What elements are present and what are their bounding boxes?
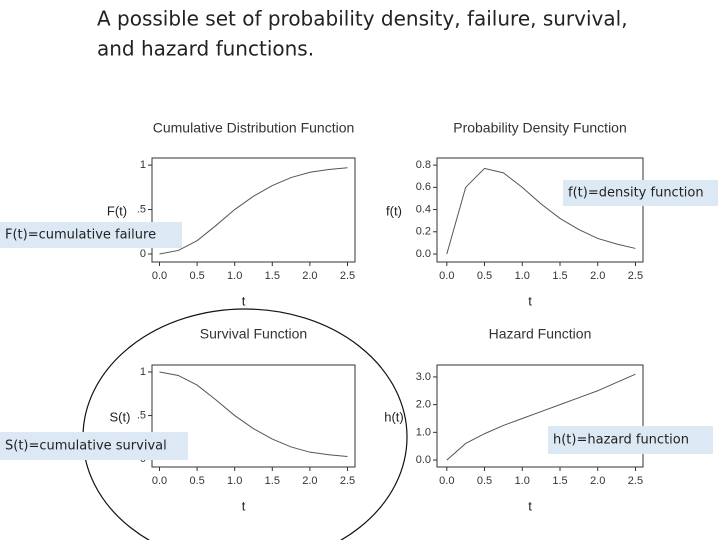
x-tick-label: 1.0 [515, 475, 530, 487]
x-tick-label: 1.5 [552, 270, 567, 282]
x-tick-label: 1.0 [515, 270, 530, 282]
y-tick-label: 0.2 [416, 226, 431, 238]
x-tick-label: 2.5 [628, 270, 643, 282]
x-tick-label: 2.5 [340, 270, 355, 282]
slide-title: and hazard functions. [97, 37, 314, 61]
chart-title: Probability Density Function [453, 120, 627, 136]
x-axis-label: t [528, 293, 532, 308]
x-tick-label: 0.5 [477, 270, 492, 282]
curve [446, 373, 636, 461]
y-tick-label: 1.0 [416, 426, 431, 438]
y-axis-label: F(t) [107, 203, 127, 218]
x-tick-label: 0.5 [189, 475, 204, 487]
chart-title: Cumulative Distribution Function [153, 120, 355, 136]
x-tick-label: 1.5 [265, 270, 280, 282]
y-tick-label: 0.8 [416, 159, 431, 171]
y-tick-label: 0.0 [416, 248, 431, 260]
callout-box [548, 426, 713, 454]
curve [446, 167, 636, 255]
y-tick-label: 2.0 [416, 399, 431, 411]
x-tick-label: 0.5 [477, 475, 492, 487]
y-axis-label: h(t) [384, 409, 404, 424]
x-tick-label: 2.0 [590, 270, 605, 282]
curve [159, 371, 348, 458]
callout-text: S(t)=cumulative survival [5, 439, 167, 454]
x-tick-label: 1.5 [265, 475, 280, 487]
curve [159, 167, 348, 255]
x-tick-label: 0.0 [152, 475, 167, 487]
y-tick-label: 0.0 [416, 454, 431, 466]
x-tick-label: 2.0 [590, 475, 605, 487]
callout-text: F(t)=cumulative failure [5, 228, 156, 243]
y-tick-label: .5 [137, 203, 146, 215]
y-tick-label: 3.0 [416, 371, 431, 383]
x-tick-label: 0.5 [189, 270, 204, 282]
x-axis-label: t [242, 293, 246, 308]
plot-frame [436, 157, 644, 263]
slide-title: A possible set of probability density, f… [97, 7, 628, 31]
x-tick-label: 2.5 [340, 475, 355, 487]
plot-frame [436, 364, 644, 468]
x-tick-label: 0.0 [439, 475, 454, 487]
chart-title: Hazard Function [489, 326, 592, 342]
chart-title: Survival Function [200, 326, 307, 342]
callout-text: h(t)=hazard function [553, 433, 689, 448]
x-tick-label: 1.0 [227, 475, 242, 487]
x-tick-label: 1.0 [227, 270, 242, 282]
x-tick-label: 0.0 [439, 270, 454, 282]
x-axis-label: t [242, 498, 246, 513]
y-tick-label: 0.6 [416, 181, 431, 193]
x-tick-label: 2.0 [302, 475, 317, 487]
y-tick-label: .5 [137, 409, 146, 421]
plot-frame [151, 157, 356, 263]
y-tick-label: 0.4 [416, 203, 431, 215]
x-tick-label: 2.5 [628, 475, 643, 487]
y-axis-label: f(t) [386, 203, 402, 218]
y-tick-label: 1 [140, 159, 146, 171]
x-tick-label: 0.0 [152, 270, 167, 282]
callout-box [563, 180, 718, 206]
callout-box [0, 222, 182, 248]
x-axis-label: t [528, 498, 532, 513]
y-tick-label: 1 [140, 366, 146, 378]
callout-box [0, 432, 188, 460]
y-axis-label: S(t) [110, 409, 131, 424]
callout-text: f(t)=density function [568, 186, 704, 201]
x-tick-label: 2.0 [302, 270, 317, 282]
y-tick-label: 0 [140, 248, 146, 260]
x-tick-label: 1.5 [552, 475, 567, 487]
